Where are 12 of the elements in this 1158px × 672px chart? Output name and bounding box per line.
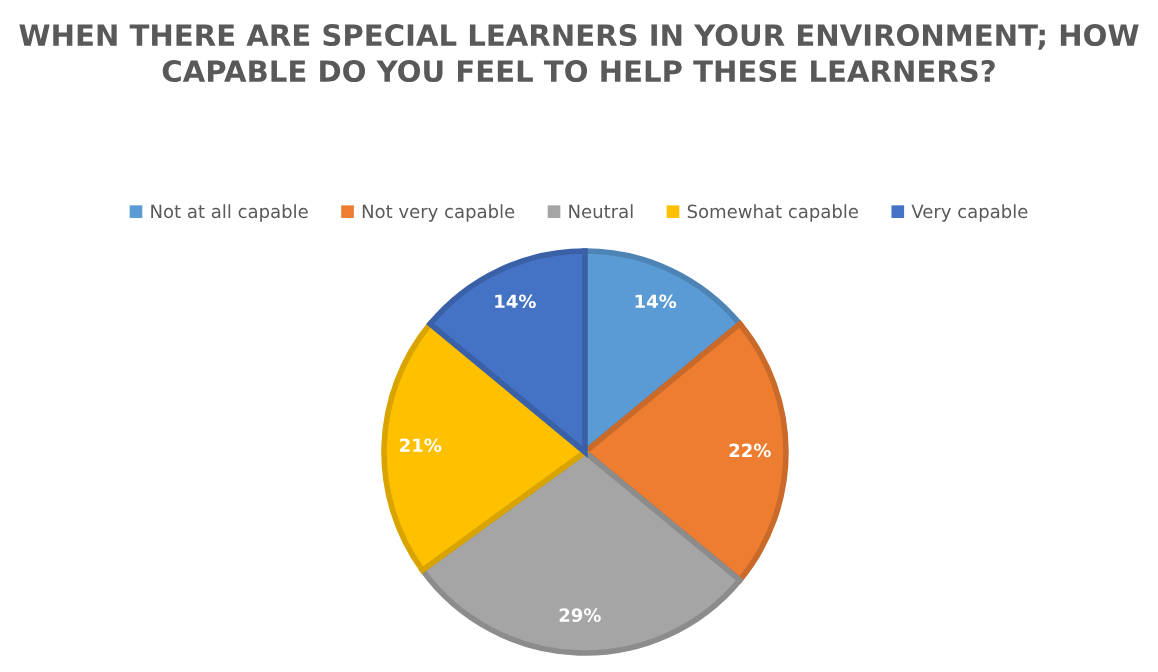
data-label: 29% [559,608,601,622]
legend-label: Not very capable [362,204,515,222]
legend-label: Very capable [911,204,1028,222]
data-label: 22% [729,443,771,458]
data-label: 21% [400,438,442,453]
chart-title: WHEN THERE ARE SPECIAL LEARNERS IN YOUR ENVIRONMENT; HOW CAPABLE DO YOU FEEL TO HELP THESE LEARNERS? [19,24,1139,83]
legend-label: Not at all capable [151,204,308,222]
pie-slice [381,321,588,573]
legend-label: Somewhat capable [687,204,858,222]
data-label: 14% [495,294,536,309]
legend-label: Neutral [569,204,633,219]
data-label: 14% [635,294,677,309]
